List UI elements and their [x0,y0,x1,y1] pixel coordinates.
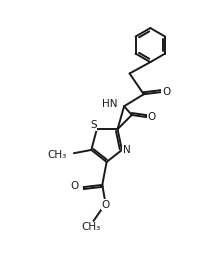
Text: O: O [101,200,110,210]
Text: O: O [71,181,79,191]
Text: N: N [123,145,131,155]
Text: S: S [90,120,97,130]
Text: HN: HN [102,99,117,109]
Text: O: O [148,112,156,122]
Text: O: O [162,87,170,97]
Text: CH₃: CH₃ [47,150,66,160]
Text: CH₃: CH₃ [82,223,101,232]
